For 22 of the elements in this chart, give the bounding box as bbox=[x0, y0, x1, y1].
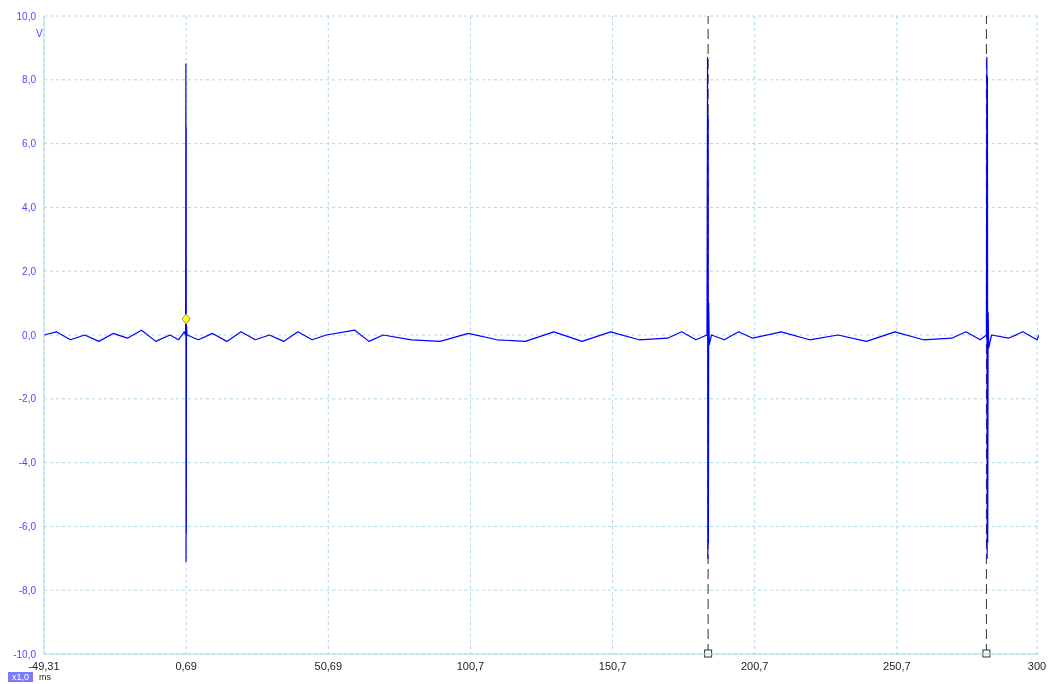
x-tick-label: 100,7 bbox=[456, 659, 485, 672]
y-tick-label: 0,0 bbox=[22, 329, 37, 341]
x-tick-label: 200,7 bbox=[740, 659, 769, 672]
y-tick-label: -4,0 bbox=[18, 457, 37, 469]
y-axis-title: V bbox=[36, 28, 43, 39]
y-tick-label: -10,0 bbox=[13, 648, 37, 660]
y-tick-label: 2,0 bbox=[22, 265, 37, 277]
x-tick-label: 150,7 bbox=[598, 659, 627, 672]
y-tick-label: 6,0 bbox=[22, 138, 37, 150]
y-tick-label: -8,0 bbox=[18, 584, 37, 596]
text: x1,0 bbox=[8, 672, 34, 682]
x-tick-label: 50,69 bbox=[314, 659, 343, 672]
x-tick-label: 250,7 bbox=[883, 659, 911, 672]
y-tick-label: -2,0 bbox=[18, 393, 37, 405]
x-tick-label: 300 bbox=[1027, 659, 1047, 672]
x-tick-label: 0,69 bbox=[175, 659, 197, 672]
x-tick-label: -49,31 bbox=[28, 659, 60, 672]
x-axis-title: ms bbox=[39, 672, 52, 682]
y-tick-label: 8,0 bbox=[22, 74, 37, 86]
y-tick-label: 10,0 bbox=[16, 10, 37, 22]
y-tick-label: -6,0 bbox=[18, 520, 37, 532]
y-tick-label: 4,0 bbox=[22, 201, 37, 213]
